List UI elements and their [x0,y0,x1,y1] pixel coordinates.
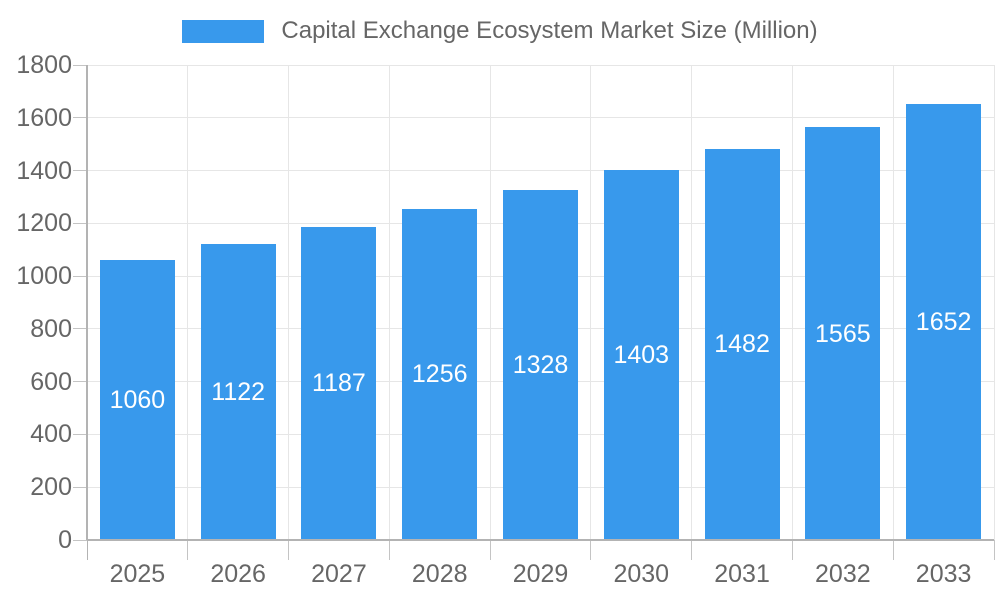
y-tick-label-1600: 1600 [16,103,72,132]
y-tick-label-200: 200 [30,473,72,502]
x-tick-label-2033: 2033 [915,560,972,588]
y-tick-label-1400: 1400 [16,156,72,185]
y-gridline-1600 [87,117,994,119]
y-tick-200 [73,486,87,488]
x-gridline-1 [187,65,189,540]
y-tick-label-800: 800 [30,314,72,343]
y-axis-line [86,65,88,540]
bar-2028 [402,208,478,540]
bar-2029 [503,189,578,540]
legend-swatch-icon [182,19,265,43]
y-tick-800 [73,328,87,330]
y-tick-1200 [73,222,87,224]
y-tick-1000 [73,275,87,277]
x-tick-8 [892,540,894,560]
y-tick-1800 [73,64,87,66]
x-tick-7 [791,540,793,560]
x-tick-4 [489,540,491,560]
bar-2032 [805,127,881,540]
y-tick-label-1200: 1200 [16,209,72,238]
x-gridline-4 [489,65,491,540]
x-gridline-3 [388,65,390,540]
bar-value-label-2028: 1256 [411,360,468,389]
bar-value-label-2026: 1122 [211,377,266,406]
x-axis-line [87,539,994,541]
bar-value-label-2027: 1187 [312,369,366,398]
x-gridline-8 [892,65,894,540]
y-tick-1400 [73,170,87,172]
y-gridline-1800 [87,64,994,66]
y-tick-label-400: 400 [30,420,72,449]
bar-2031 [704,148,780,540]
x-tick-1 [187,540,189,560]
bar-value-label-2025: 1060 [109,386,166,415]
bar-2025 [99,260,175,540]
y-tick-label-1000: 1000 [16,262,72,291]
x-tick-6 [691,540,693,560]
x-tick-label-2025: 2025 [109,560,166,588]
y-gridline-1400 [87,170,994,172]
y-tick-1600 [73,117,87,119]
legend: Capital Exchange Ecosystem Market Size (… [0,17,1000,45]
x-tick-5 [590,540,592,560]
x-gridline-9 [993,65,995,540]
bar-value-label-2030: 1403 [613,340,670,369]
bar-2026 [200,243,276,540]
x-tick-0 [86,540,88,560]
x-tick-label-2027: 2027 [311,560,367,588]
legend-label: Capital Exchange Ecosystem Market Size (… [281,17,818,44]
bar-value-label-2029: 1328 [512,350,569,379]
x-tick-label-2030: 2030 [613,560,670,588]
x-tick-label-2032: 2032 [815,560,871,588]
x-tick-label-2026: 2026 [210,560,266,588]
y-tick-0 [73,539,87,541]
y-tick-label-1800: 1800 [16,51,72,79]
bar-2027 [301,226,377,540]
x-gridline-5 [590,65,592,540]
x-gridline-2 [288,65,290,540]
x-gridline-7 [791,65,793,540]
x-gridline-6 [691,65,693,540]
x-tick-label-2028: 2028 [411,560,468,588]
bar-value-label-2032: 1565 [815,319,871,348]
x-tick-label-2029: 2029 [512,560,569,588]
plot-area: 0 200 400 600 800 1000 1200 1400 1600 1800 1060 202… [16,51,995,587]
bar-value-label-2031: 1482 [714,330,770,359]
x-tick-9 [993,540,995,560]
x-tick-2 [288,540,290,560]
bar-2033 [906,104,982,540]
bar-2030 [603,169,679,540]
y-tick-600 [73,381,87,383]
x-tick-label-2031: 2031 [714,560,770,588]
y-tick-400 [73,433,87,435]
y-tick-label-600: 600 [30,367,72,396]
x-tick-3 [388,540,390,560]
y-tick-label-0: 0 [58,526,72,554]
legend-item[interactable]: Capital Exchange Ecosystem Market Size (… [182,17,818,45]
bar-value-label-2033: 1652 [915,308,972,337]
